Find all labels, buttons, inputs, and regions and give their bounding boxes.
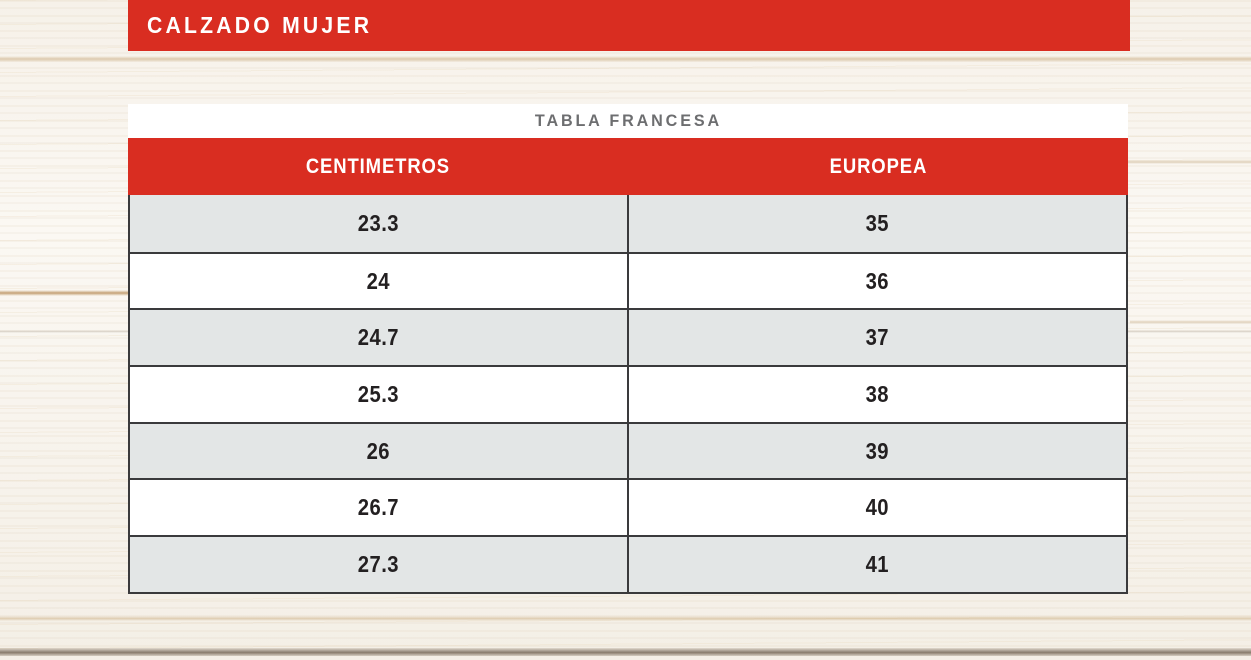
table-row: 27.3 41 xyxy=(130,535,1126,592)
cell-europea: 40 xyxy=(629,480,1126,535)
cell-value: 41 xyxy=(865,550,890,577)
cell-value: 36 xyxy=(865,267,890,294)
cell-europea: 38 xyxy=(629,367,1126,422)
cell-value: 24.7 xyxy=(357,324,400,351)
table-body: 23.3 35 24 36 24.7 37 25.3 xyxy=(128,195,1128,594)
cell-value: 35 xyxy=(865,209,890,236)
section-title: CALZADO MUJER xyxy=(147,12,373,38)
table-row: 24.7 37 xyxy=(130,308,1126,366)
cell-value: 25.3 xyxy=(357,380,400,407)
cell-europea: 41 xyxy=(629,537,1126,592)
column-header-label: EUROPEA xyxy=(829,154,927,178)
cell-value: 24 xyxy=(366,267,391,294)
cell-centimetros: 25.3 xyxy=(130,367,629,422)
table-row: 23.3 35 xyxy=(130,195,1126,252)
cell-centimetros: 26.7 xyxy=(130,480,629,536)
table-title-strip: TABLA FRANCESA xyxy=(128,104,1128,138)
table-row: 25.3 38 xyxy=(130,365,1126,422)
cell-europea: 36 xyxy=(629,254,1126,309)
cell-europea: 35 xyxy=(629,195,1126,252)
table-row: 26.7 40 xyxy=(130,478,1126,536)
table-title: TABLA FRANCESA xyxy=(534,111,722,130)
table-row: 24 36 xyxy=(130,251,1126,309)
table-row: 26 39 xyxy=(130,421,1126,479)
cell-value: 39 xyxy=(865,437,890,464)
cell-centimetros: 27.3 xyxy=(130,537,629,592)
header-cell-europea: EUROPEA xyxy=(628,138,1128,195)
cell-europea: 39 xyxy=(629,424,1126,479)
cell-value: 26.7 xyxy=(357,494,400,521)
cell-value: 27.3 xyxy=(357,550,400,577)
cell-value: 38 xyxy=(865,380,890,407)
cell-centimetros: 24 xyxy=(130,253,629,309)
column-header-label: CENTIMETROS xyxy=(305,154,451,178)
section-banner: CALZADO MUJER xyxy=(128,0,1130,51)
header-cell-centimetros: CENTIMETROS xyxy=(128,138,628,195)
size-conversion-table: TABLA FRANCESA CENTIMETROS EUROPEA 23.3 … xyxy=(128,104,1128,594)
cell-centimetros: 26 xyxy=(130,423,629,479)
cell-value: 40 xyxy=(865,494,890,521)
cell-value: 23.3 xyxy=(357,209,400,236)
cell-centimetros: 24.7 xyxy=(130,310,629,366)
table-header-row: CENTIMETROS EUROPEA xyxy=(128,138,1128,195)
cell-value: 26 xyxy=(366,437,391,464)
cell-value: 37 xyxy=(865,324,890,351)
cell-centimetros: 23.3 xyxy=(130,195,629,252)
cell-europea: 37 xyxy=(629,310,1126,365)
